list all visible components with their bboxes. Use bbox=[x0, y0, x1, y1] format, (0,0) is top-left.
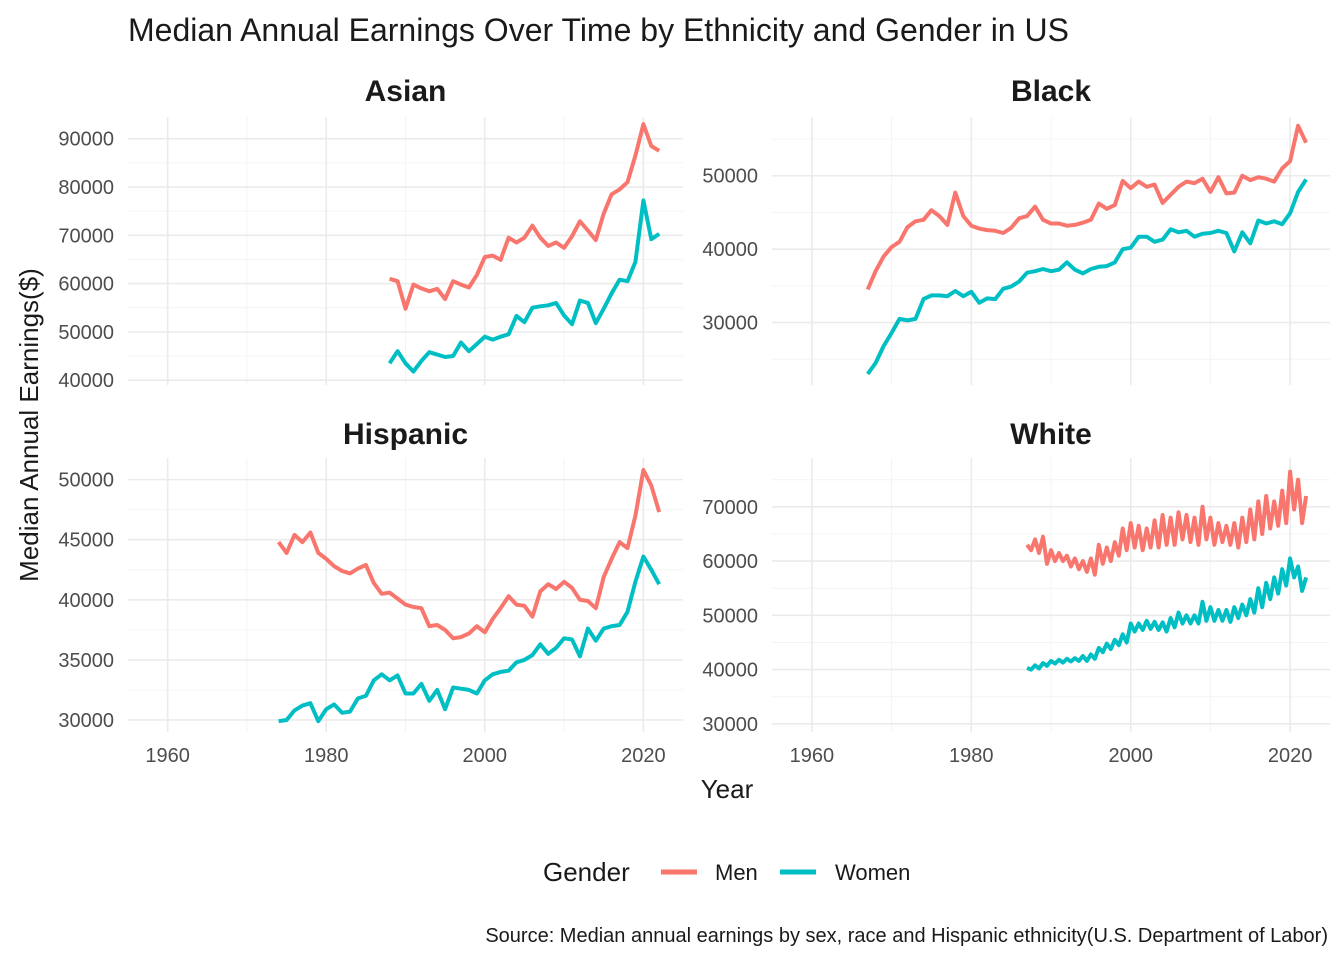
legend-title: Gender bbox=[543, 857, 630, 887]
y-tick-label: 40000 bbox=[58, 590, 114, 612]
y-axis-title: Median Annual Earnings($) bbox=[14, 268, 44, 582]
chart-caption: Source: Median annual earnings by sex, r… bbox=[485, 925, 1328, 947]
y-tick-label: 50000 bbox=[58, 322, 114, 344]
panel-asian: Asian 40000 50000 60000 70000 80000 90000 bbox=[58, 75, 683, 392]
chart-title: Median Annual Earnings Over Time by Ethn… bbox=[128, 12, 1069, 48]
series-line-white-men bbox=[1025, 469, 1309, 577]
series-line-black-women bbox=[866, 178, 1308, 376]
y-tick-label: 35000 bbox=[58, 650, 114, 672]
panel-title-black: Black bbox=[1011, 75, 1091, 108]
series-line-asian-women bbox=[387, 198, 661, 374]
y-tick-label: 60000 bbox=[702, 551, 758, 573]
y-tick-label: 40000 bbox=[702, 239, 758, 261]
x-tick-label: 1980 bbox=[304, 745, 349, 767]
panel-black: Black 30000 40000 50000 bbox=[702, 75, 1330, 385]
y-tick-label: 50000 bbox=[58, 470, 114, 492]
x-tick-label: 2020 bbox=[621, 745, 666, 767]
facet-panels: Asian 40000 50000 60000 70000 80000 90000 Black… bbox=[58, 75, 1330, 767]
series-line-hispanic-men bbox=[276, 468, 662, 641]
x-tick-label: 2000 bbox=[1108, 745, 1153, 767]
panel-hispanic: Hispanic 30000 35000 40000 45000 50000 1960 198… bbox=[58, 418, 683, 767]
series-line-asian-men bbox=[389, 122, 661, 311]
y-tick-label: 50000 bbox=[702, 166, 758, 188]
y-tick-label: 70000 bbox=[702, 497, 758, 519]
series-line-hispanic-women bbox=[278, 554, 661, 724]
y-tick-label: 30000 bbox=[58, 710, 114, 732]
panel-title-white: White bbox=[1010, 418, 1092, 451]
y-tick-label: 40000 bbox=[58, 370, 114, 392]
panel-title-hispanic: Hispanic bbox=[343, 418, 468, 451]
panel-title-asian: Asian bbox=[365, 75, 447, 108]
panel-white: White 30000 40000 50000 60000 70000 1960 1980 20… bbox=[702, 418, 1330, 767]
series-line-white-women bbox=[1026, 556, 1309, 672]
legend: Gender Men Women bbox=[543, 857, 910, 887]
y-tick-label: 30000 bbox=[702, 313, 758, 335]
x-axis-title: Year bbox=[701, 774, 754, 804]
y-tick-label: 45000 bbox=[58, 530, 114, 552]
y-tick-label: 30000 bbox=[702, 714, 758, 736]
y-tick-label: 40000 bbox=[702, 660, 758, 682]
y-tick-label: 90000 bbox=[58, 129, 114, 151]
legend-label-women: Women bbox=[835, 860, 910, 885]
y-tick-label: 50000 bbox=[702, 605, 758, 627]
y-tick-label: 80000 bbox=[58, 177, 114, 199]
x-tick-label: 1960 bbox=[790, 745, 835, 767]
series-line-black-men bbox=[865, 123, 1308, 291]
x-tick-label: 2020 bbox=[1268, 745, 1313, 767]
x-tick-label: 2000 bbox=[463, 745, 508, 767]
x-tick-label: 1980 bbox=[949, 745, 994, 767]
x-tick-label: 1960 bbox=[145, 745, 190, 767]
y-tick-label: 60000 bbox=[58, 274, 114, 296]
y-tick-label: 70000 bbox=[58, 225, 114, 247]
legend-label-men: Men bbox=[715, 860, 758, 885]
